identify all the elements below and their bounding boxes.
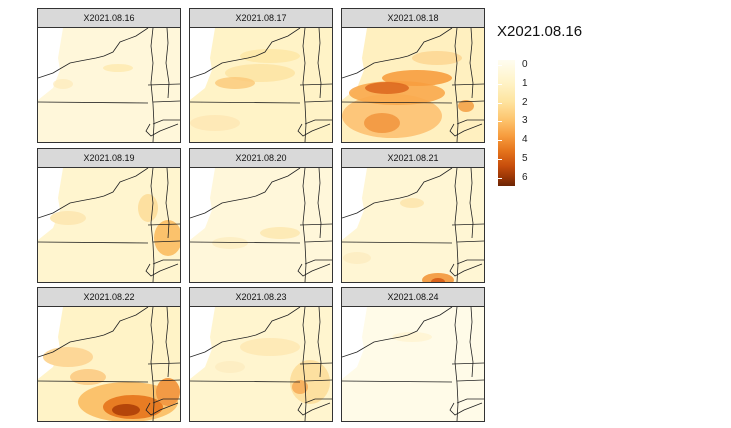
map-svg bbox=[190, 28, 332, 142]
map-panel: X2021.08.17 bbox=[189, 8, 333, 143]
map-svg bbox=[190, 168, 332, 282]
map-panel: X2021.08.18 bbox=[341, 8, 485, 143]
legend-tick-mark bbox=[498, 140, 502, 141]
map-area bbox=[341, 167, 485, 283]
legend-tick-mark bbox=[498, 178, 502, 179]
map-area bbox=[37, 306, 181, 422]
map-svg bbox=[342, 168, 484, 282]
map-area bbox=[189, 306, 333, 422]
map-svg bbox=[190, 307, 332, 421]
panel-strip: X2021.08.24 bbox=[341, 287, 485, 307]
panel-strip: X2021.08.23 bbox=[189, 287, 333, 307]
map-area bbox=[37, 167, 181, 283]
legend-tick-label: 1 bbox=[522, 78, 528, 89]
map-svg bbox=[342, 307, 484, 421]
map-area bbox=[37, 27, 181, 143]
map-panel: X2021.08.16 bbox=[37, 8, 181, 143]
panel-strip: X2021.08.20 bbox=[189, 148, 333, 168]
map-svg bbox=[38, 307, 180, 421]
legend-tick-label: 6 bbox=[522, 172, 528, 183]
legend-tick-mark bbox=[498, 103, 502, 104]
map-panel: X2021.08.20 bbox=[189, 148, 333, 283]
legend-title: X2021.08.16 bbox=[497, 23, 583, 40]
map-panel: X2021.08.19 bbox=[37, 148, 181, 283]
map-panel: X2021.08.22 bbox=[37, 287, 181, 422]
panel-strip: X2021.08.21 bbox=[341, 148, 485, 168]
map-svg bbox=[342, 28, 484, 142]
panel-strip: X2021.08.18 bbox=[341, 8, 485, 28]
map-area bbox=[341, 306, 485, 422]
legend-tick-mark bbox=[498, 121, 502, 122]
legend-colorbar bbox=[498, 60, 515, 186]
panel-strip: X2021.08.19 bbox=[37, 148, 181, 168]
map-svg bbox=[38, 168, 180, 282]
legend-tick-label: 4 bbox=[522, 134, 528, 145]
map-area bbox=[341, 27, 485, 143]
legend-tick-label: 0 bbox=[522, 59, 528, 70]
map-svg bbox=[38, 28, 180, 142]
legend-tick-label: 2 bbox=[522, 97, 528, 108]
map-area bbox=[189, 27, 333, 143]
legend-tick-mark bbox=[498, 84, 502, 85]
legend-tick-mark bbox=[498, 159, 502, 160]
legend-tick-label: 3 bbox=[522, 115, 528, 126]
panel-strip: X2021.08.17 bbox=[189, 8, 333, 28]
legend-tick-mark bbox=[498, 65, 502, 66]
map-panel: X2021.08.23 bbox=[189, 287, 333, 422]
map-area bbox=[189, 167, 333, 283]
map-panel: X2021.08.21 bbox=[341, 148, 485, 283]
panel-strip: X2021.08.16 bbox=[37, 8, 181, 28]
legend-tick-label: 5 bbox=[522, 153, 528, 164]
panel-strip: X2021.08.22 bbox=[37, 287, 181, 307]
map-panel: X2021.08.24 bbox=[341, 287, 485, 422]
